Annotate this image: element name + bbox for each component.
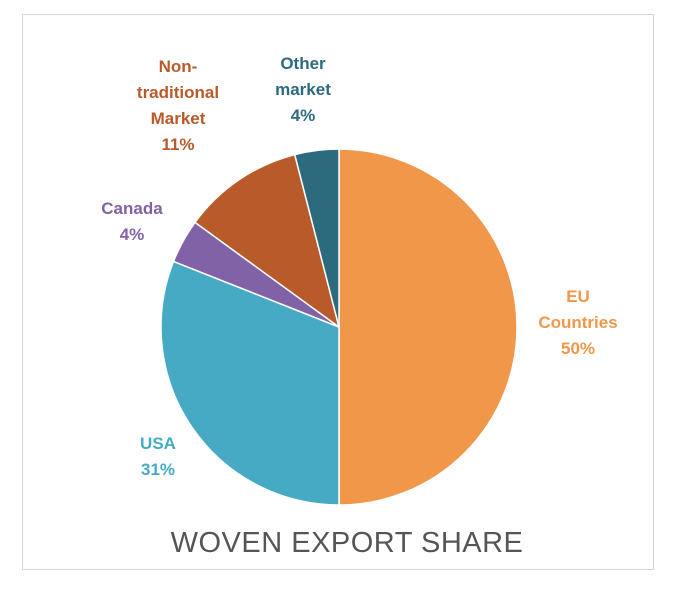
pie-slice-0 bbox=[338, 148, 518, 506]
pie-slice-1 bbox=[160, 260, 340, 506]
slice-category-line: Canada bbox=[101, 199, 163, 218]
pie-slices bbox=[160, 148, 518, 506]
slice-label-2: Canada 4% bbox=[101, 199, 163, 244]
slice-category-line: market bbox=[275, 80, 331, 99]
slice-category-line: EU bbox=[566, 287, 590, 306]
slice-category-line: Other bbox=[280, 54, 326, 73]
slice-label-0: EU Countries 50% bbox=[538, 287, 617, 358]
chart-title: WOVEN EXPORT SHARE bbox=[171, 527, 524, 559]
slice-label-4: Other market 4% bbox=[275, 54, 331, 125]
slice-percent: 50% bbox=[561, 339, 595, 358]
slice-category-line: Countries bbox=[538, 313, 617, 332]
slice-percent: 4% bbox=[291, 106, 316, 125]
slice-category-line: traditional bbox=[137, 83, 219, 102]
pie-slice-4 bbox=[293, 148, 340, 328]
slice-label-1: USA 31% bbox=[140, 434, 176, 479]
slice-percent: 4% bbox=[120, 225, 145, 244]
slice-percent: 11% bbox=[161, 135, 194, 154]
slice-category-line: USA bbox=[140, 434, 176, 453]
pie-slice-3 bbox=[193, 153, 341, 329]
slice-labels: EU Countries 50% USA 31% Canada 4% Non-traditio… bbox=[101, 54, 617, 479]
slice-label-3: Non-traditional Market 11% bbox=[137, 57, 219, 154]
slice-category-line: Market bbox=[151, 109, 206, 128]
slice-category-line: Non- bbox=[159, 57, 198, 76]
slice-percent: 31% bbox=[141, 460, 175, 479]
